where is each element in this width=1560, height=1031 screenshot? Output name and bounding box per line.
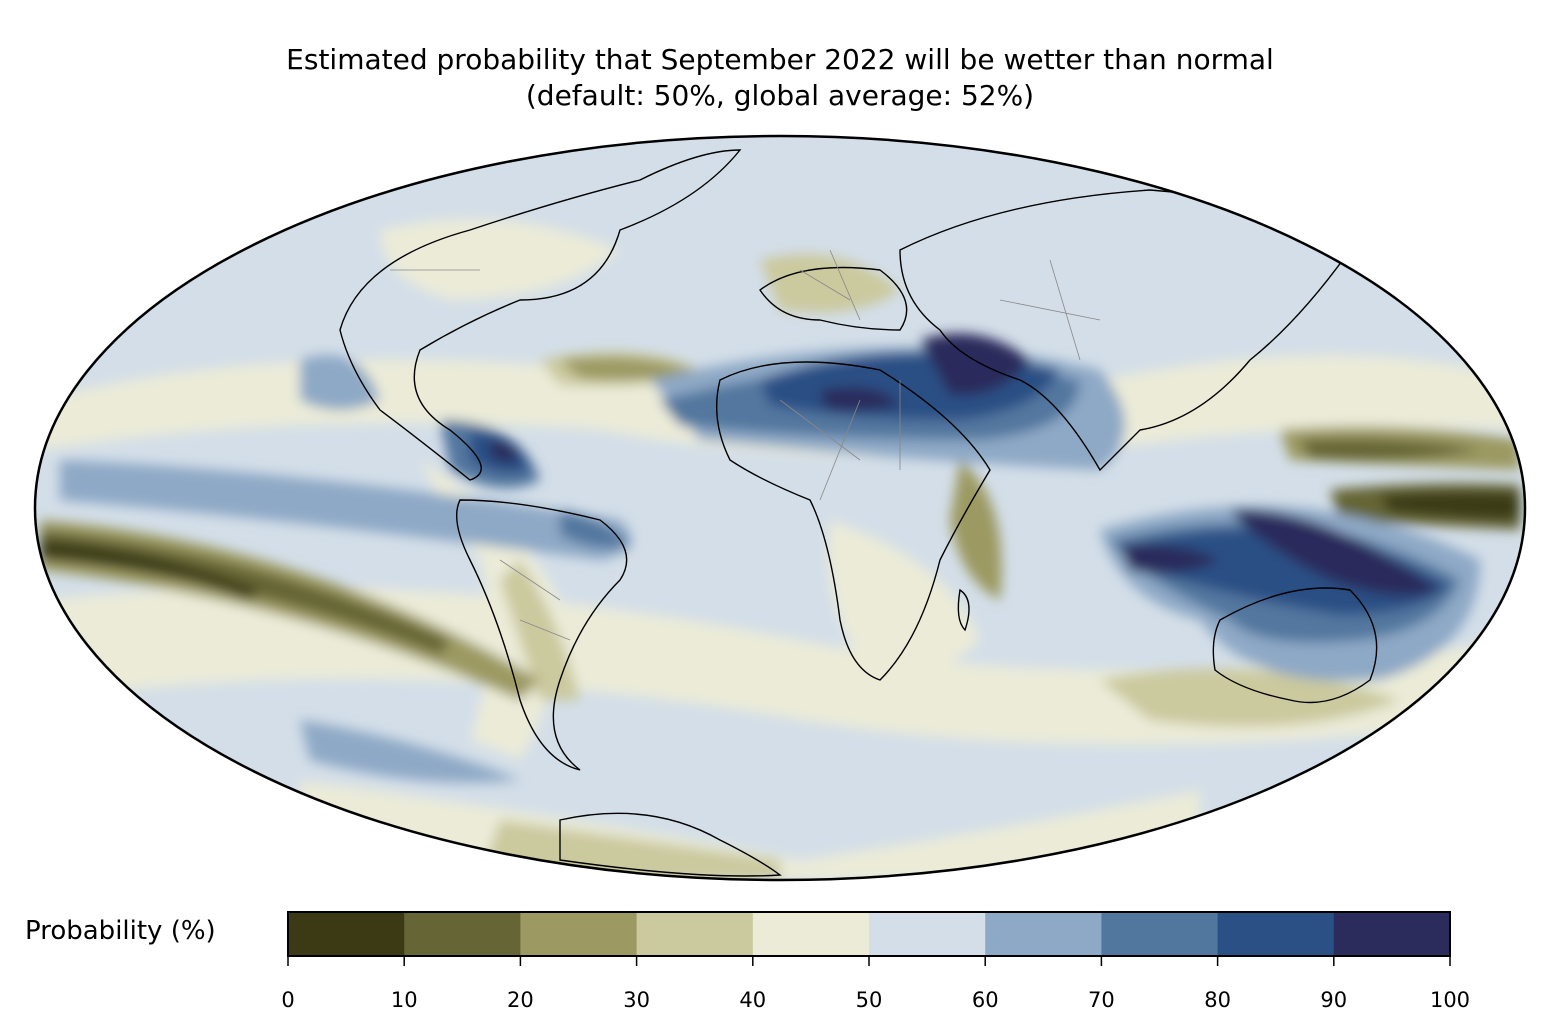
colorbar-tick-label: 100 [1430,988,1470,1012]
title-line-2: (default: 50%, global average: 52%) [525,79,1035,112]
colorbar-bin-7 [1101,912,1219,956]
colorbar-bin-4 [752,912,870,956]
colorbar-tick-label: 60 [972,988,999,1012]
colorbar-tick-label: 10 [391,988,418,1012]
colorbar-label: Probability (%) [25,916,216,946]
colorbar-bin-6 [985,912,1102,956]
colorbar-tick-label: 80 [1204,988,1231,1012]
chart-title: Estimated probability that September 202… [0,42,1560,114]
colorbar-tick-label: 20 [507,988,534,1012]
colorbar-tick-label: 70 [1088,988,1115,1012]
colorbar-bin-0 [288,912,405,956]
country-borders [390,249,1101,641]
probability-field [35,136,1525,880]
colorbar-tick-label: 50 [856,988,883,1012]
colorbar-bin-3 [636,912,754,956]
title-line-1: Estimated probability that September 202… [286,43,1274,76]
colorbar-tick-label: 40 [739,988,766,1012]
colorbar-bin-5 [869,912,986,956]
colorbar-bin-9 [1333,912,1451,956]
colorbar-bin-1 [404,912,521,956]
map-boundary [33,134,1527,882]
colorbar-tick-label: 90 [1320,988,1347,1012]
colorbar-bin-2 [520,912,638,956]
colorbar-bin-8 [1217,912,1335,956]
colorbar-tick-label: 30 [623,988,650,1012]
colorbar-tick-label: 0 [281,988,294,1012]
coastlines [339,149,1378,877]
